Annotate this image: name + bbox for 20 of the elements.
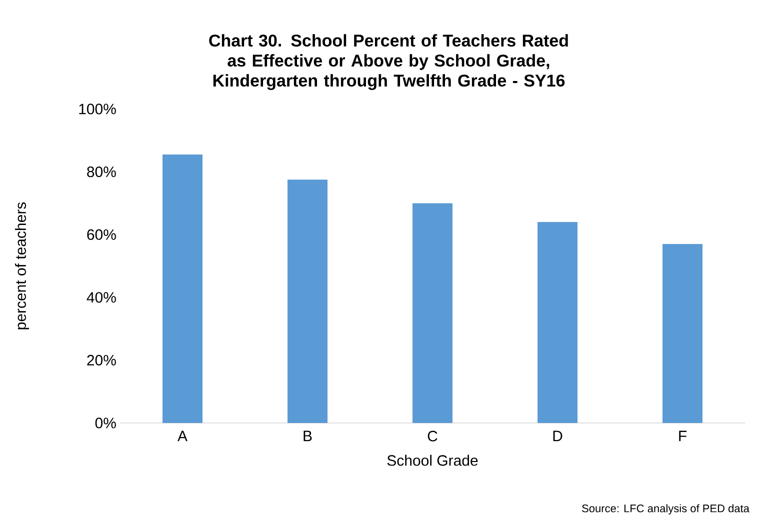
bar	[662, 244, 703, 423]
x-tick-label: C	[428, 430, 438, 442]
bar	[162, 154, 203, 423]
bar	[412, 203, 453, 423]
x-tick-label: F	[679, 430, 686, 442]
x-tick-label: B	[304, 430, 312, 442]
y-tick-label: 80%	[87, 166, 116, 178]
chart-title: Chart 30. School Percent of Teachers Rated as Effective or Above by School Grade, Kindergarten through Twelfth Grade - SY16	[209, 34, 568, 90]
y-tick-label: 100%	[79, 104, 116, 114]
x-axis-title: School Grade	[387, 454, 478, 466]
y-axis-title: percent of teachers	[14, 202, 29, 330]
x-tick-label: A	[178, 430, 188, 442]
x-tick-label: D	[553, 430, 562, 442]
bar	[538, 222, 578, 423]
y-tick-label: 60%	[87, 229, 116, 240]
y-tick-label: 40%	[86, 292, 116, 303]
y-tick-label: 20%	[87, 354, 116, 366]
source-note: Source: LFC analysis of PED data	[582, 504, 750, 514]
bar	[288, 180, 328, 423]
y-tick-label: 0%	[95, 418, 116, 428]
